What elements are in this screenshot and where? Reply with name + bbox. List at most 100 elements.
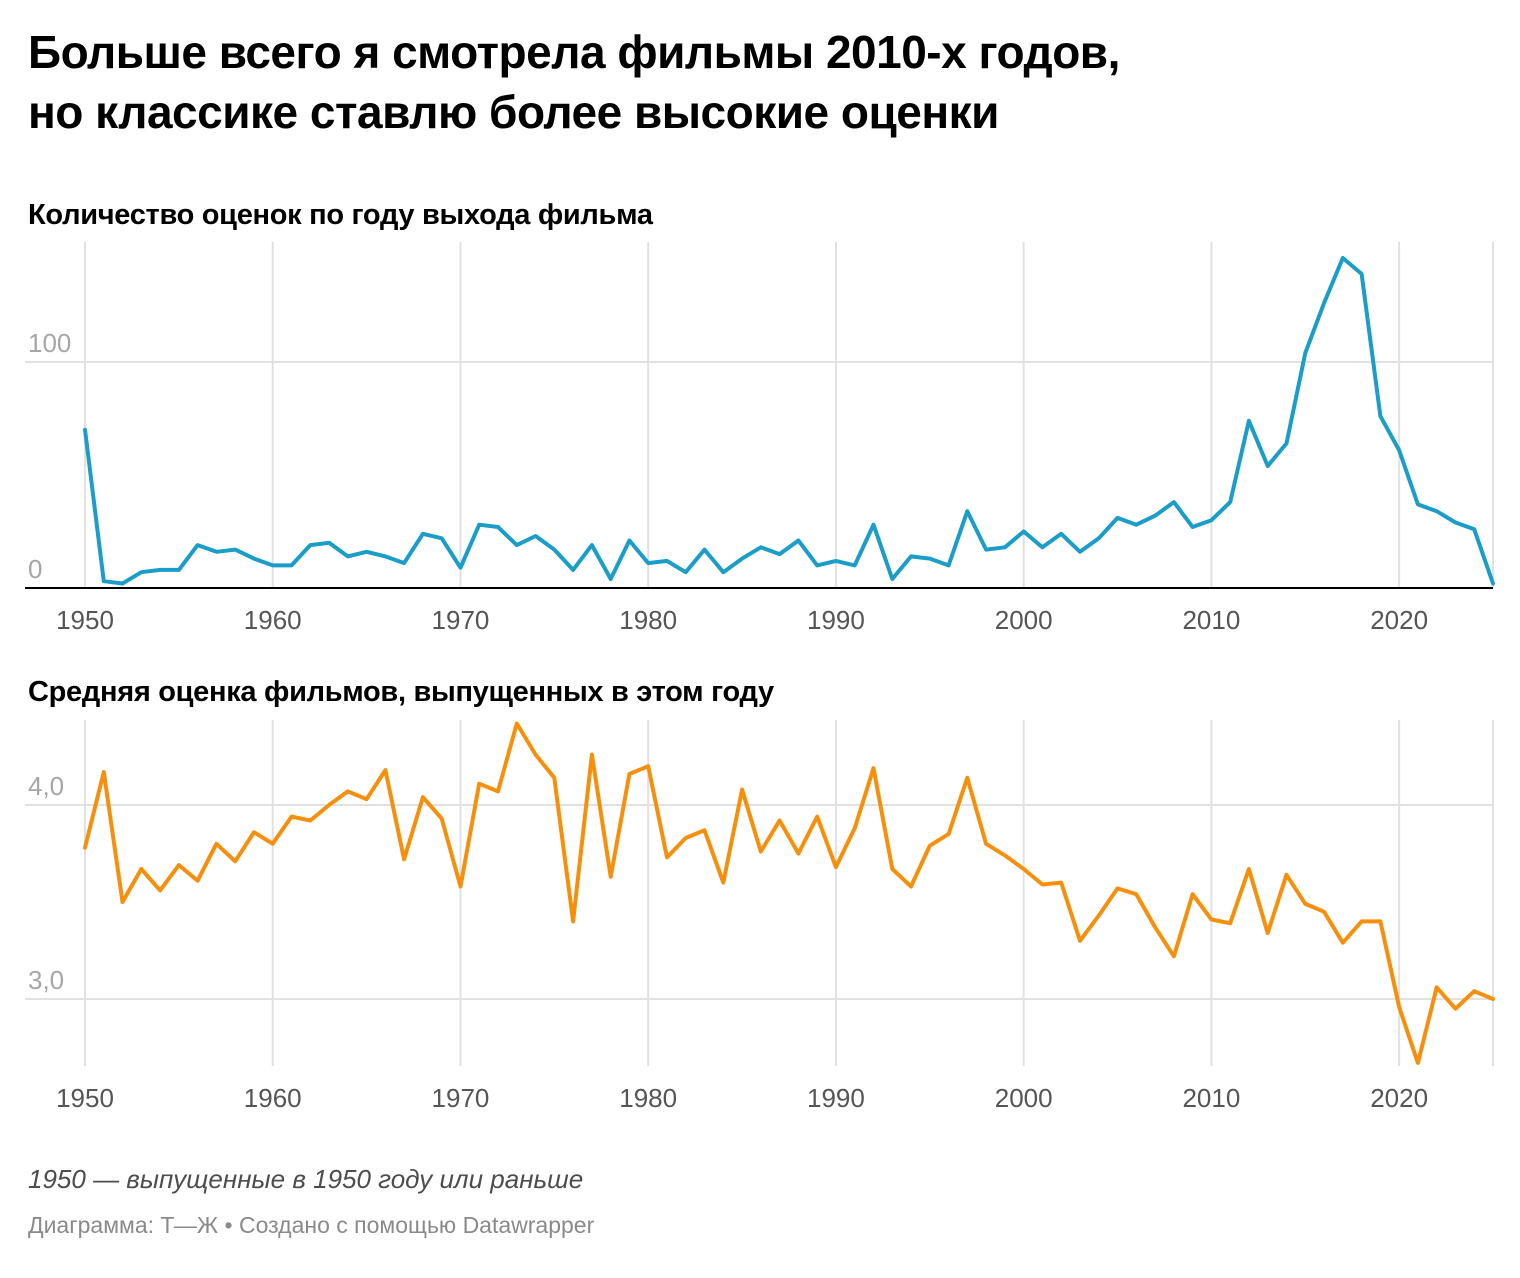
data-point: [176, 862, 182, 868]
data-point: [1002, 544, 1008, 550]
data-point: [1434, 508, 1440, 514]
data-point: [82, 427, 88, 433]
data-point: [964, 508, 970, 514]
x-tick-label: 1970: [432, 605, 490, 635]
data-point: [326, 802, 332, 808]
data-point: [364, 796, 370, 802]
data-point: [1471, 526, 1477, 532]
data-point: [176, 567, 182, 573]
data-point: [570, 567, 576, 573]
data-point: [983, 547, 989, 553]
data-point: [1133, 522, 1139, 528]
data-point: [1359, 918, 1365, 924]
x-tick-label: 1970: [432, 1083, 490, 1113]
data-point: [157, 887, 163, 893]
x-tick-label: 1980: [619, 1083, 677, 1113]
data-point: [739, 787, 745, 793]
data-point: [420, 794, 426, 800]
x-tick-label: 1960: [244, 605, 302, 635]
data-point: [1340, 255, 1346, 261]
headline-line-2: но классике ставлю более высокие оценки: [28, 86, 999, 138]
data-point: [1377, 918, 1383, 924]
data-point: [1265, 463, 1271, 469]
data-point: [570, 918, 576, 924]
data-point: [702, 827, 708, 833]
data-point: [589, 542, 595, 548]
data-point: [1396, 1004, 1402, 1010]
data-point: [120, 581, 126, 587]
data-point: [739, 556, 745, 562]
data-point: [777, 818, 783, 824]
data-point: [157, 567, 163, 573]
data-point: [1227, 499, 1233, 505]
data-point: [908, 553, 914, 559]
data-point: [1377, 413, 1383, 419]
data-point: [195, 542, 201, 548]
x-tick-label: 2010: [1182, 605, 1240, 635]
data-point: [138, 569, 144, 575]
data-point: [795, 851, 801, 857]
data-point: [1302, 901, 1308, 907]
data-point: [1208, 917, 1214, 923]
data-point: [551, 775, 557, 781]
data-point: [1133, 891, 1139, 897]
data-point: [964, 775, 970, 781]
data-point: [871, 522, 877, 528]
data-point: [495, 524, 501, 530]
source-credit: Диаграмма: Т—Ж • Создано с помощью Dataw…: [28, 1212, 595, 1238]
y-tick-label: 4,0: [28, 771, 64, 801]
data-point: [401, 856, 407, 862]
data-point: [1039, 882, 1045, 888]
data-point: [1077, 549, 1083, 555]
x-tick-label: 1990: [807, 1083, 865, 1113]
data-point: [1115, 885, 1121, 891]
data-point: [1190, 891, 1196, 897]
data-point: [120, 899, 126, 905]
y-tick-label: 100: [28, 328, 71, 358]
data-point: [777, 551, 783, 557]
data-point: [889, 576, 895, 582]
data-point: [608, 576, 614, 582]
data-point: [927, 556, 933, 562]
data-point: [1115, 515, 1121, 521]
x-tick-label: 1980: [619, 605, 677, 635]
data-point: [551, 547, 557, 553]
x-tick-label: 1990: [807, 605, 865, 635]
rating-chart-title: Средняя оценка фильмов, выпущенных в это…: [28, 676, 774, 708]
data-point: [514, 721, 520, 727]
data-point: [626, 771, 632, 777]
y-tick-label: 0: [28, 554, 42, 584]
data-point: [852, 562, 858, 568]
data-point: [1021, 866, 1027, 872]
data-point: [1302, 350, 1308, 356]
data-point: [232, 858, 238, 864]
data-point: [1396, 447, 1402, 453]
data-point: [1340, 940, 1346, 946]
data-point: [720, 880, 726, 886]
data-point: [626, 538, 632, 544]
data-point: [1096, 535, 1102, 541]
y-tick-label: 3,0: [28, 965, 64, 995]
data-point: [833, 864, 839, 870]
data-point: [946, 831, 952, 837]
data-point: [702, 547, 708, 553]
data-point: [270, 841, 276, 847]
data-point: [1246, 418, 1252, 424]
data-point: [307, 542, 313, 548]
data-point: [458, 565, 464, 571]
data-point: [382, 767, 388, 773]
data-point: [495, 788, 501, 794]
data-point: [927, 843, 933, 849]
data-point: [1321, 909, 1327, 915]
data-point: [1265, 930, 1271, 936]
x-tick-label: 1960: [244, 1083, 302, 1113]
data-point: [213, 841, 219, 847]
data-point: [1490, 581, 1496, 587]
data-point: [195, 878, 201, 884]
data-point: [101, 769, 107, 775]
x-tick-label: 2010: [1182, 1083, 1240, 1113]
data-point: [1284, 872, 1290, 878]
data-point: [345, 553, 351, 559]
data-point: [1471, 988, 1477, 994]
data-point: [833, 558, 839, 564]
